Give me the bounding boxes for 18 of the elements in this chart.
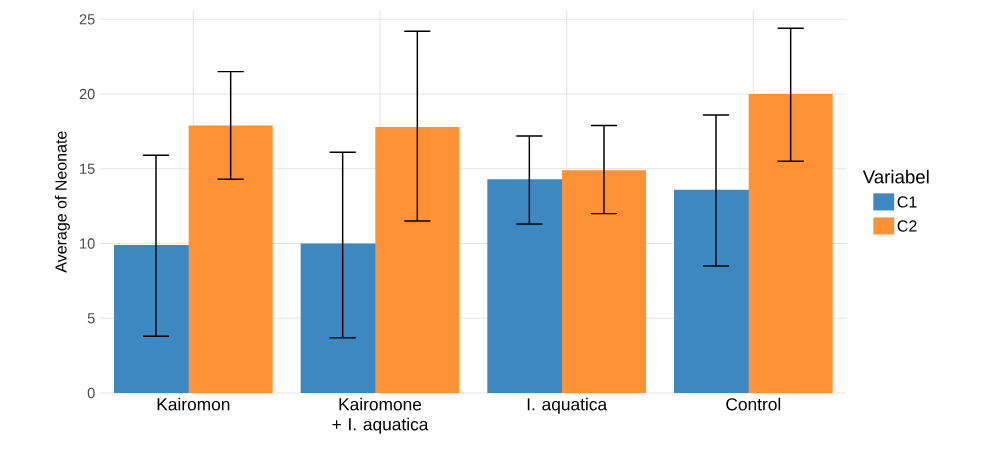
x-tick-label: I. aquatica	[527, 397, 608, 414]
y-tick-label: 25	[79, 14, 95, 25]
bar	[188, 125, 273, 393]
legend-label: C2	[897, 220, 917, 232]
bar	[375, 126, 460, 393]
y-tick-label: 0	[87, 387, 95, 399]
bar	[562, 170, 646, 393]
y-tick-label: 5	[87, 313, 95, 324]
y-tick-label: 10	[80, 238, 95, 249]
legend-label: C1	[897, 196, 917, 208]
y-axis-title: Average of Neonate	[54, 131, 70, 273]
x-tick-label: Kairomon	[157, 397, 230, 411]
x-tick-label: Control	[726, 397, 781, 411]
y-tick-label: 20	[79, 88, 95, 100]
y-tick-label: 15	[80, 163, 95, 174]
x-tick-label: Kairomone + I. aquatica	[332, 397, 429, 434]
bar	[748, 94, 833, 393]
legend-title: Variabel	[862, 169, 929, 184]
